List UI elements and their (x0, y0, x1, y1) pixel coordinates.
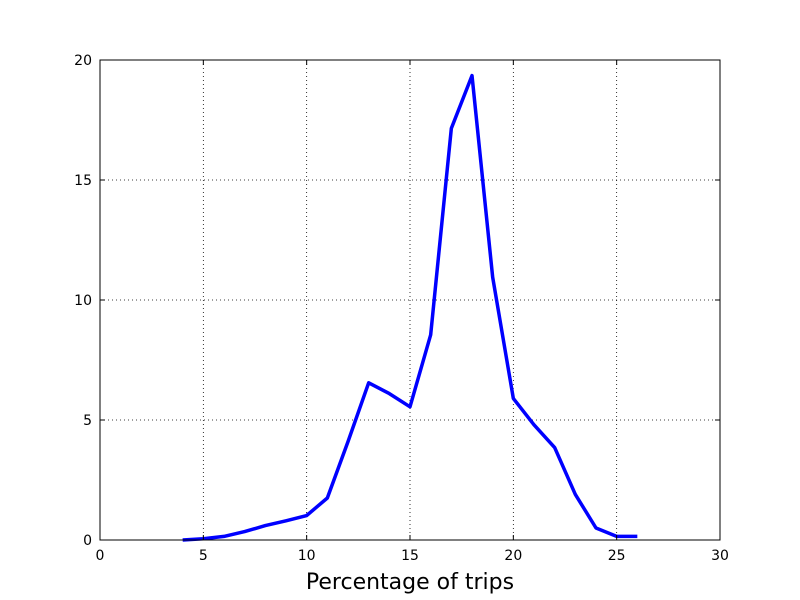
y-tick-label: 10 (74, 293, 92, 309)
x-tick-label: 0 (96, 548, 105, 564)
x-axis-title: Percentage of trips (306, 570, 514, 595)
x-tick-label: 5 (199, 548, 208, 564)
x-tick-label: 20 (504, 548, 522, 564)
grid-lines (100, 60, 720, 540)
series-group (182, 73, 638, 542)
y-tick-label: 20 (74, 53, 92, 69)
x-tick-label: 10 (298, 548, 316, 564)
tick-group: 0 5 10 15 20 25 30 0 5 10 15 20 (74, 53, 729, 564)
series-line (182, 73, 638, 542)
x-tick-label: 15 (401, 548, 419, 564)
x-tick-label: 25 (608, 548, 626, 564)
x-tick-label: 30 (711, 548, 729, 564)
y-tick-label: 0 (83, 533, 92, 549)
y-tick-label: 5 (83, 413, 92, 429)
y-tick-label: 15 (74, 173, 92, 189)
